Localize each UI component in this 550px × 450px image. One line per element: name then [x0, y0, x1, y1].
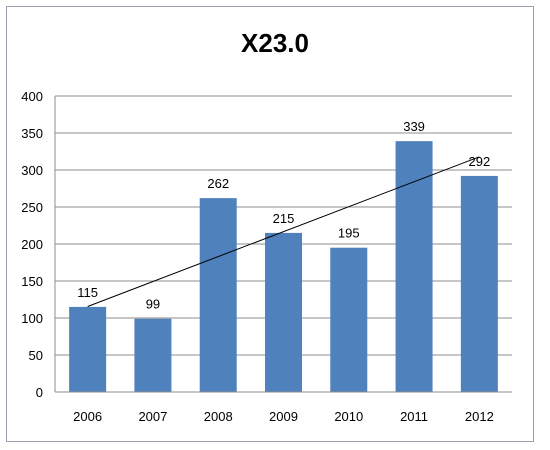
chart-title: X23.0 — [241, 28, 309, 58]
y-tick-label: 0 — [36, 385, 43, 400]
data-label-2011: 339 — [403, 119, 425, 134]
x-tick-label: 2012 — [465, 409, 494, 424]
data-label-2008: 262 — [207, 176, 229, 191]
x-tick-label: 2009 — [269, 409, 298, 424]
trendline — [87, 156, 480, 307]
y-tick-label: 400 — [21, 89, 43, 104]
bar-2006 — [69, 306, 107, 392]
bar-2010 — [330, 247, 368, 392]
y-tick-label: 50 — [29, 348, 43, 363]
bar-2011 — [395, 141, 433, 392]
data-label-2012: 292 — [469, 154, 491, 169]
bar-2009 — [265, 232, 302, 392]
x-tick-label: 2011 — [400, 409, 428, 424]
x-tick-label: 2007 — [138, 409, 167, 424]
data-label-2009: 215 — [273, 211, 295, 226]
x-tick-label: 2006 — [73, 409, 102, 424]
data-label-2010: 195 — [338, 226, 360, 241]
y-tick-label: 150 — [21, 274, 43, 289]
y-tick-label: 200 — [21, 237, 43, 252]
x-tick-label: 2008 — [204, 409, 233, 424]
x-tick-label: 2010 — [334, 409, 363, 424]
y-tick-label: 250 — [21, 200, 43, 215]
data-label-2007: 99 — [146, 297, 160, 312]
y-tick-label: 350 — [21, 126, 43, 141]
bar-2012 — [460, 175, 498, 392]
y-tick-label: 100 — [21, 311, 43, 326]
y-tick-label: 300 — [21, 163, 43, 178]
bar-2008 — [199, 198, 237, 392]
bar-2007 — [134, 318, 172, 392]
data-label-2006: 115 — [77, 285, 98, 300]
